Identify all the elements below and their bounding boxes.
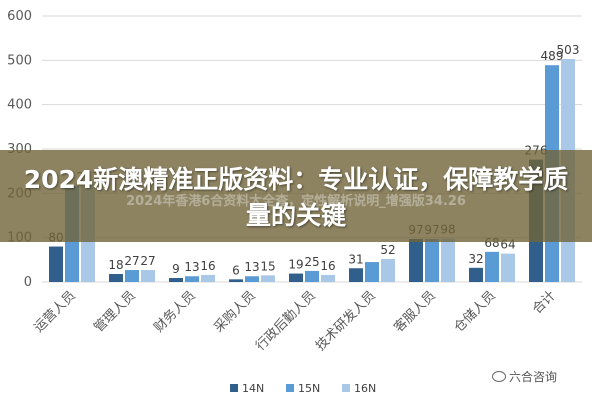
bar-14N [229,279,243,282]
y-tick-label: 400 [7,98,32,113]
data-label: 32 [468,252,483,266]
data-label: 25 [304,255,319,269]
wechat-icon [492,371,506,382]
bar-14N [469,267,483,282]
data-label: 16 [320,259,335,273]
category-label: 管理人员 [91,288,138,335]
legend-label: 14N [242,382,264,395]
legend-swatch [230,384,238,392]
bar-16N [141,270,155,282]
title-banner [0,150,592,242]
bar-14N [349,268,363,282]
bar-14N [169,278,183,282]
data-label: 6 [232,263,240,277]
data-label: 31 [348,252,363,266]
bar-14N [289,273,303,282]
legend: 14N 15N 16N [230,382,376,395]
data-label: 489 [541,49,564,63]
category-label: 运营人员 [31,288,78,335]
data-label: 18 [108,258,123,272]
bar-16N [201,274,215,282]
data-label: 19 [288,258,303,272]
legend-label: 16N [354,382,376,395]
data-label: 13 [184,260,199,274]
bar-14N [409,238,423,282]
data-label: 27 [140,254,155,268]
bar-15N [305,270,319,282]
legend-swatch [342,384,350,392]
bar-14N [49,246,63,282]
watermark: 六合咨询 [492,368,557,385]
bar-14N [109,274,123,282]
category-label: 合计 [530,288,559,317]
y-tick-label: 0 [24,275,32,290]
data-label: 15 [260,259,275,273]
overlay-subtitle: 2024年香港6合资料大全查，定性解析说明_增强版34.26 [126,194,466,209]
data-label: 503 [557,43,580,57]
data-label: 52 [380,243,395,257]
data-label: 13 [244,260,259,274]
bar-16N [501,253,515,282]
bar-15N [365,262,379,282]
data-label: 9 [172,262,180,276]
bar-15N [245,276,259,282]
bar-16N [321,274,335,282]
legend-label: 15N [298,382,320,395]
bar-15N [485,251,499,282]
y-tick-label: 500 [7,53,32,68]
legend-swatch [286,384,294,392]
watermark-text: 六合咨询 [509,370,558,384]
bar-15N [185,276,199,282]
bar-16N [381,258,395,282]
overlay-title: 2024新澳精准正版资料：专业认证，保障教学质量的关键 [23,165,569,230]
bar-16N [441,238,455,282]
bar-15N [125,270,139,282]
bar-16N [261,275,275,282]
category-label: 技术研发人员 [312,288,378,354]
data-label: 16 [200,259,215,273]
category-label: 仓储人员 [451,288,498,335]
category-label: 行政后勤人员 [253,288,319,354]
category-label: 采购人员 [211,288,259,336]
data-label: 27 [124,254,139,268]
category-label: 客服人员 [391,288,439,336]
y-tick-label: 600 [7,9,32,24]
bar-15N [425,238,439,282]
category-label: 财务人员 [151,288,199,336]
